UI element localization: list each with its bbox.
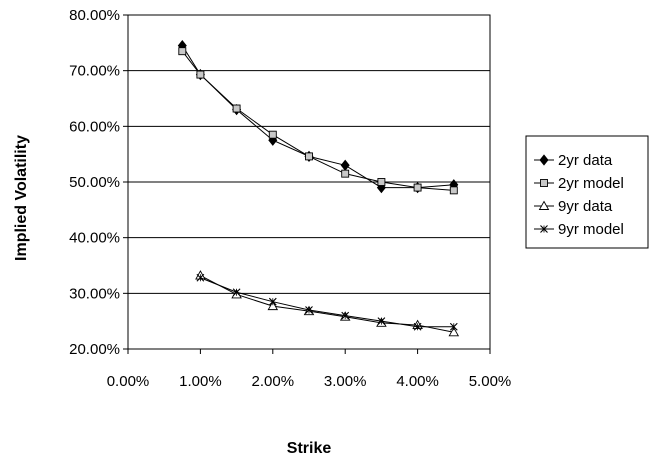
data-point: [232, 288, 241, 297]
data-point: [341, 311, 350, 320]
y-tick-label: 30.00%: [69, 285, 120, 302]
legend-marker: [538, 200, 550, 210]
y-tick-label: 60.00%: [69, 118, 120, 135]
legend-marker: [539, 154, 549, 166]
legend-marker: [540, 179, 548, 187]
series-2yr-data: [177, 39, 459, 194]
data-point: [268, 130, 277, 139]
legend-label: 2yr model: [558, 175, 624, 192]
x-tick-label: 4.00%: [396, 373, 439, 390]
data-point: [232, 104, 241, 113]
legend-item: 2yr data: [534, 152, 613, 169]
series-layer: [177, 39, 460, 337]
y-tick-label: 70.00%: [69, 63, 120, 80]
data-point: [413, 183, 422, 192]
y-tick-label: 20.00%: [69, 341, 120, 358]
data-point: [377, 317, 386, 326]
y-axis-title: Implied Volatility: [13, 135, 30, 261]
legend-marker: [540, 225, 548, 233]
x-axis-ticks: 0.00% 1.00% 2.00% 3.00% 4.00% 5.00%: [107, 349, 512, 390]
legend: 2yr data 2yr model 9yr data 9yr model: [525, 135, 649, 249]
y-axis-ticks: 20.00% 30.00% 40.00% 50.00% 60.00% 70.00% 80.0…: [69, 7, 128, 358]
data-point: [448, 326, 460, 337]
data-point: [340, 159, 350, 171]
y-tick-label: 80.00%: [69, 7, 120, 24]
series-line: [181, 50, 454, 191]
x-tick-label: 1.00%: [179, 373, 222, 390]
y-tick-label: 40.00%: [69, 230, 120, 247]
data-point: [449, 322, 458, 331]
legend-label: 2yr data: [558, 152, 613, 169]
legend-item: 9yr data: [534, 198, 613, 215]
data-point: [196, 70, 205, 79]
x-axis-title: Strike: [287, 440, 332, 457]
data-point: [449, 186, 458, 195]
y-tick-label: 50.00%: [69, 174, 120, 191]
x-tick-label: 0.00%: [107, 373, 150, 390]
data-point: [305, 306, 313, 314]
data-point: [268, 297, 277, 306]
legend-label: 9yr model: [558, 221, 624, 238]
series-line: [181, 45, 454, 189]
legend-label: 9yr data: [558, 198, 613, 215]
data-point: [178, 47, 187, 56]
data-point: [341, 169, 350, 178]
x-tick-label: 5.00%: [469, 373, 512, 390]
data-point: [305, 152, 313, 161]
series-line: [200, 277, 454, 328]
gridlines: [128, 14, 490, 350]
data-point: [413, 322, 422, 331]
series-9yr-model: [196, 273, 458, 331]
series-2yr-model: [178, 47, 458, 195]
data-point: [267, 300, 279, 311]
data-point: [196, 273, 205, 282]
data-point: [377, 178, 386, 186]
series-line: [200, 275, 454, 333]
x-tick-label: 3.00%: [324, 373, 367, 390]
legend-item: 2yr model: [534, 175, 624, 192]
legend-item: 9yr model: [534, 221, 624, 238]
x-tick-label: 2.00%: [252, 373, 295, 390]
